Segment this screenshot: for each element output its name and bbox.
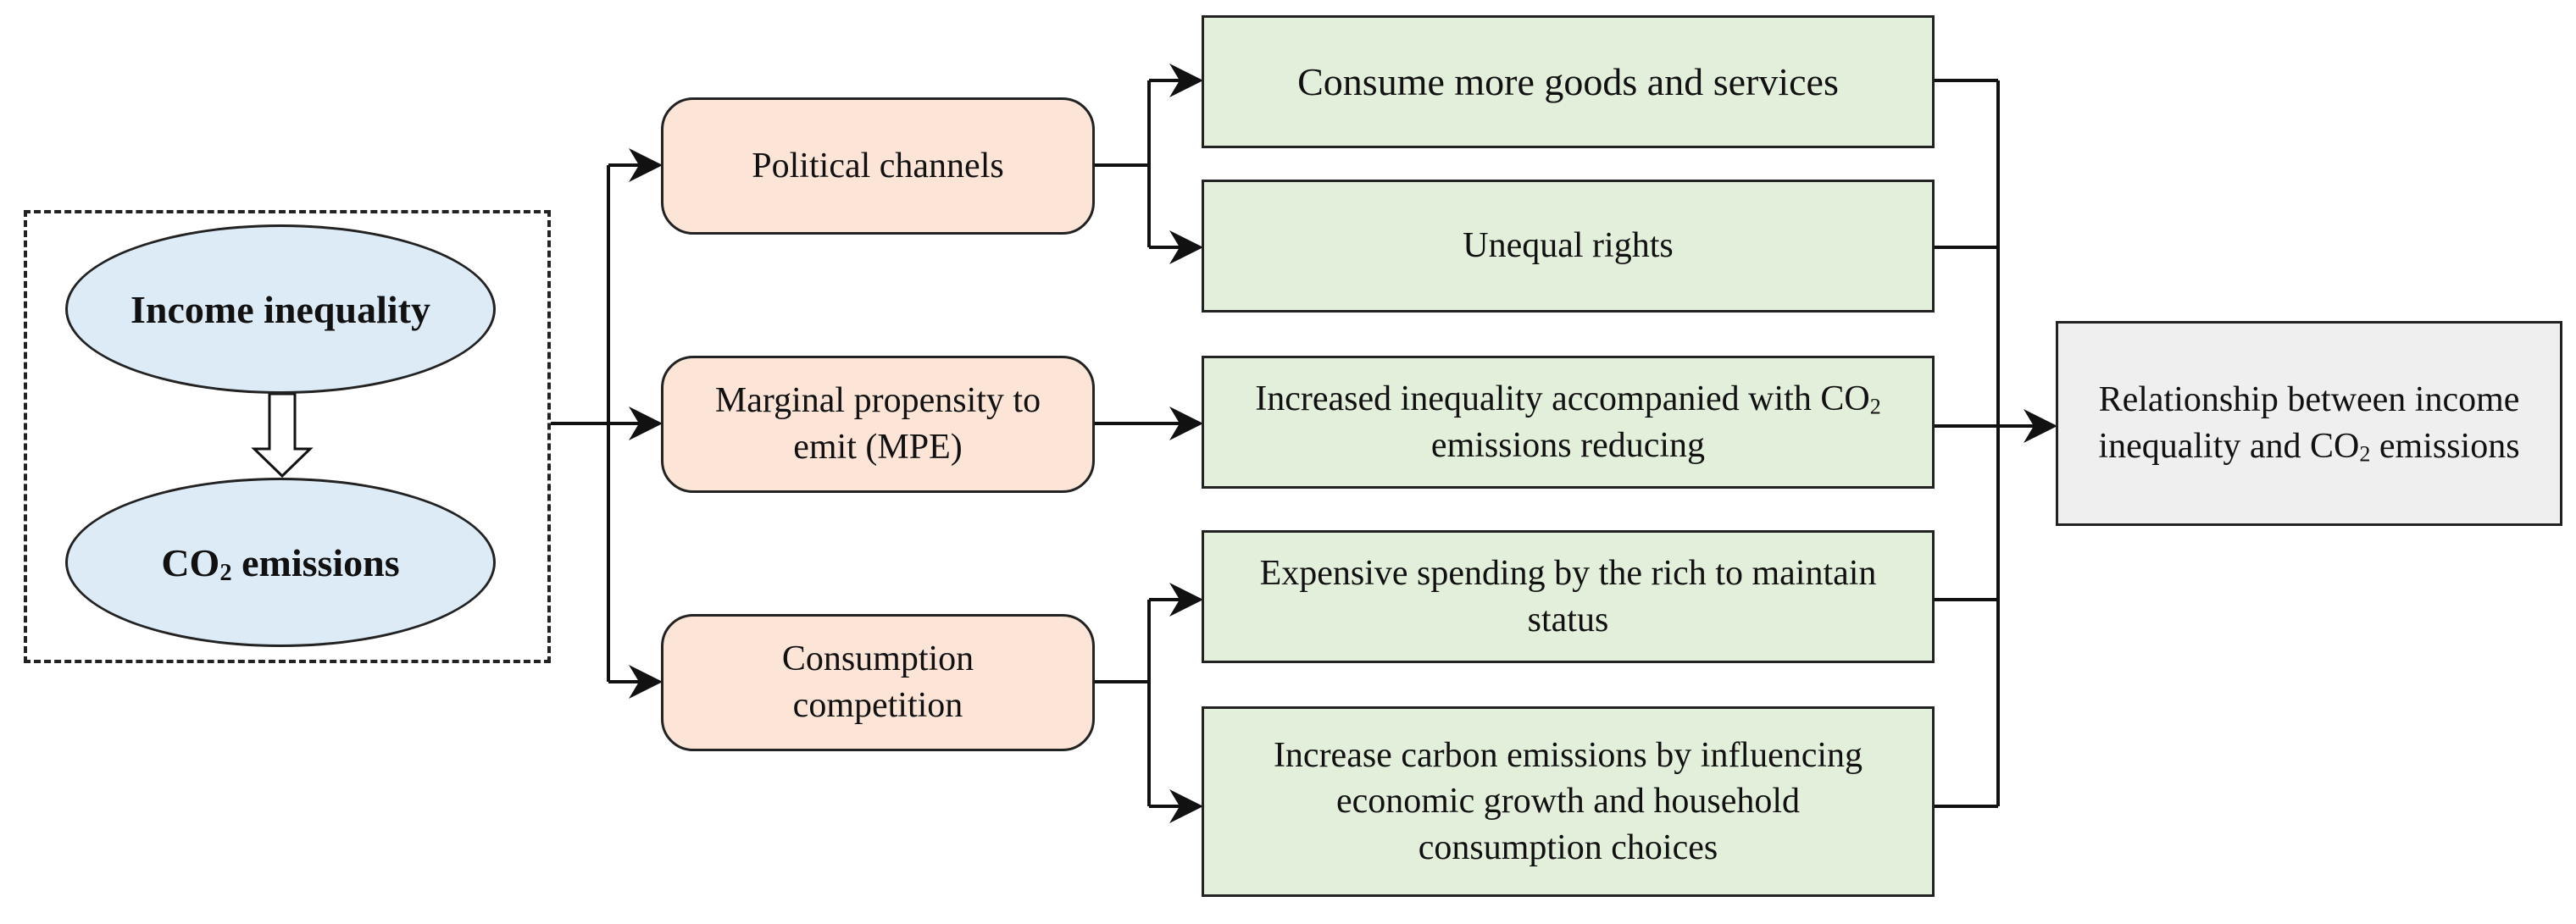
mpe-label: Marginal propensity to emit (MPE) (714, 381, 1041, 467)
consumption-competition-node: Consumption competition (661, 614, 1095, 751)
result-node: Relationship between income inequality a… (2056, 321, 2562, 526)
increased-inequality-label: Increased inequality accompanied with CO… (1255, 379, 1881, 465)
unequal-rights-node: Unequal rights (1202, 180, 1935, 313)
political-channels-node: Political channels (661, 97, 1095, 235)
expensive-spending-node: Expensive spending by the rich to mainta… (1202, 530, 1935, 663)
consumption-competition-label: Consumption competition (781, 639, 974, 725)
down-arrow-icon (251, 392, 314, 479)
income-inequality-node: Income inequality (65, 224, 496, 394)
consume-more-node: Consume more goods and services (1202, 15, 1935, 148)
increase-carbon-label: Increase carbon emissions by influencing… (1273, 735, 1863, 867)
unequal-rights-label: Unequal rights (1463, 226, 1674, 266)
mpe-node: Marginal propensity to emit (MPE) (661, 356, 1095, 493)
consume-more-label: Consume more goods and services (1297, 59, 1839, 103)
co2-emissions-label: CO2 emissions (161, 540, 400, 586)
political-channels-label: Political channels (752, 146, 1004, 185)
increased-inequality-node: Increased inequality accompanied with CO… (1202, 356, 1935, 489)
income-inequality-label: Income inequality (130, 287, 430, 331)
causal-group-frame (24, 210, 551, 663)
co2-emissions-node: CO2 emissions (65, 478, 496, 647)
result-label: Relationship between income inequality a… (2098, 380, 2520, 467)
expensive-spending-label: Expensive spending by the rich to mainta… (1259, 553, 1877, 639)
increase-carbon-node: Increase carbon emissions by influencing… (1202, 706, 1935, 897)
